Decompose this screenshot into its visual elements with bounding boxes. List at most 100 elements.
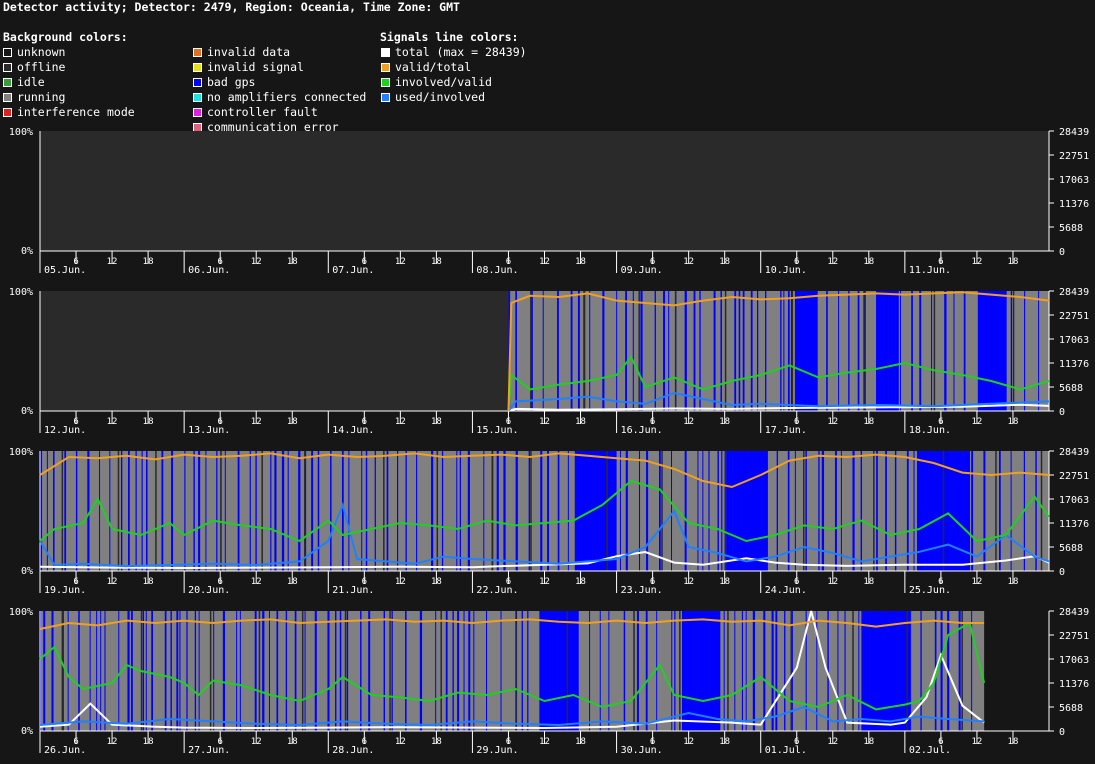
panel-1-hour-label-4-1: 12 [683, 417, 694, 427]
panel-3-badgps-stripe-7 [96, 611, 98, 731]
panel-2-badgps-dense-1-4844 [738, 451, 741, 571]
panel-2-badgps-stripe-8 [120, 451, 123, 571]
panel-3-hour-label-0-2: 18 [143, 737, 154, 747]
panel-3-badgps-stripe-18 [176, 611, 179, 731]
panel-2-badgps-stripe-86 [834, 451, 837, 571]
panel-3-badgps-dense-2-5794 [875, 611, 878, 731]
panel-2-badgps-dense-2-6342 [954, 451, 957, 571]
legend-bg-2-swatch [3, 78, 12, 87]
panel-1-badgps-dense-2-6620 [994, 291, 997, 411]
panel-3-badgps-dense-0-3532 [549, 611, 552, 731]
panel-2-badgps-dense-2-6150 [926, 451, 929, 571]
panel-3-hour-label-2-2: 18 [431, 737, 442, 747]
panel-0-day-label-5: 10.Jun. [765, 265, 807, 276]
panel-3-badgps-stripe-19 [179, 611, 181, 731]
panel-2-badgps-stripe-84 [818, 451, 820, 571]
panel-2-hour-label-1-1: 12 [251, 577, 262, 587]
panel-2-badgps-dense-1-4760 [726, 451, 729, 571]
panel-3-badgps-dense-1-4586 [701, 611, 704, 731]
panel-2-badgps-stripe-11 [141, 451, 143, 571]
panel-1-badgps-stripe-4 [557, 291, 559, 411]
legend-signal-0-label: total (max = 28439) [395, 45, 527, 59]
panel-1-badgps-stripe-38 [848, 291, 850, 411]
panel-2-badgps-dense-2-6210 [935, 451, 938, 571]
panel-3-badgps-dense-2-6022 [908, 611, 911, 731]
panel-3-ylabel-right-5: 0 [1059, 727, 1065, 738]
panel-1-badgps-stripe-49 [963, 291, 966, 411]
panel-2-badgps-stripe-65 [638, 451, 641, 571]
panel-3-badgps-stripe-26 [239, 611, 241, 731]
panel-3-badgps-dense-1-4658 [711, 611, 714, 731]
panel-1-badgps-stripe-24 [738, 291, 741, 411]
panel-3-badgps-stripe-85 [816, 611, 818, 731]
panel-1-badgps-dense-1-5932 [895, 291, 898, 411]
panel-2-offline-tick-6627 [995, 451, 997, 571]
panel-3-badgps-dense-0-3604 [559, 611, 562, 731]
panel-3-badgps-stripe-79 [763, 611, 766, 731]
panel-2-offline-tick-6263 [942, 451, 945, 571]
panel-1-hour-label-1-1: 12 [251, 417, 262, 427]
panel-3-badgps-stripe-84 [805, 611, 807, 731]
panel-2-badgps-dense-0-3974 [612, 451, 615, 571]
panel-1-badgps-dense-1-5896 [889, 291, 892, 411]
panel-1-badgps-stripe-27 [756, 291, 759, 411]
panel-2-badgps-stripe-53 [528, 451, 531, 571]
panel-1-hour-label-4-2: 18 [719, 417, 730, 427]
panel-2-offline-tick-4749 [724, 451, 727, 571]
panel-0-offline-band [40, 131, 1049, 251]
panel-2-offline-tick-3928 [606, 451, 608, 571]
panel-3-offline-tick-5635 [852, 611, 854, 731]
panel-2-badgps-stripe-64 [625, 451, 628, 571]
panel-3-badgps-stripe-9 [104, 611, 106, 731]
panel-1-badgps-stripe-29 [780, 291, 782, 411]
panel-0-hour-label-0-2: 18 [143, 257, 154, 267]
panel-1-badgps-dense-0-5285 [801, 291, 804, 411]
panel-1-badgps-stripe-32 [790, 291, 792, 411]
panel-1-badgps-dense-0-5357 [812, 291, 815, 411]
panel-3-badgps-stripe-63 [608, 611, 610, 731]
panel-3-badgps-stripe-37 [339, 611, 342, 731]
panel-1-badgps-stripe-3 [542, 291, 544, 411]
panel-2-badgps-stripe-28 [287, 451, 289, 571]
panel-2-offline-tick-799 [155, 451, 157, 571]
panel-2-badgps-dense-0-3794 [586, 451, 589, 571]
panel-1-badgps-dense-2-6572 [987, 291, 990, 411]
panel-2-badgps-dense-2-6114 [921, 451, 924, 571]
panel-2-badgps-stripe-45 [456, 451, 458, 571]
panel-3-badgps-dense-2-5830 [880, 611, 883, 731]
panel-2-badgps-stripe-83 [805, 451, 807, 571]
panel-1-hour-label-0-1: 12 [107, 417, 118, 427]
panel-2-badgps-stripe-23 [249, 451, 251, 571]
panel-1-badgps-dense-2-6644 [997, 291, 1000, 411]
panel-3-badgps-dense-1-4670 [713, 611, 716, 731]
panel-2-badgps-stripe-57 [567, 451, 569, 571]
panel-3-badgps-dense-1-4466 [683, 611, 686, 731]
panel-3-badgps-stripe-22 [198, 611, 200, 731]
panel-3-badgps-dense-0-3688 [571, 611, 574, 731]
panel-3-badgps-dense-2-5854 [883, 611, 886, 731]
panel-2-badgps-stripe-5 [87, 451, 90, 571]
legend-bg-4-swatch [3, 108, 12, 117]
panel-0-day-label-6: 11.Jun. [909, 265, 951, 276]
panel-1-badgps-dense-2-6560 [985, 291, 988, 411]
panel-1-day-label-1: 13.Jun. [188, 425, 230, 436]
panel-2-badgps-dense-1-4988 [758, 451, 761, 571]
panel-1-badgps-stripe-15 [663, 291, 666, 411]
panel-1-day-label-6: 18.Jun. [909, 425, 951, 436]
panel-3-badgps-stripe-3 [62, 611, 64, 731]
panel-1-day-label-2: 14.Jun. [332, 425, 374, 436]
panel-3-badgps-stripe-101 [971, 611, 973, 731]
panel-3-badgps-stripe-33 [304, 611, 306, 731]
panel-2-badgps-stripe-50 [496, 451, 499, 571]
panel-2-badgps-dense-2-6174 [929, 451, 932, 571]
panel-3-day-label-0: 26.Jun. [44, 745, 86, 756]
panel-3-badgps-stripe-47 [452, 611, 454, 731]
panel-3-badgps-stripe-55 [521, 611, 523, 731]
panel-3-badgps-stripe-29 [268, 611, 270, 731]
panel-2-series-used-involved [39, 501, 1050, 568]
panel-3-hour-label-5-0: 6 [794, 737, 799, 747]
panel-0-ylabel-right-1: 22751 [1059, 151, 1089, 162]
panel-3-series-total [39, 610, 985, 730]
panel-1-ylabel-left-bottom: 0% [21, 406, 33, 417]
panel-2-offline-tick-1536 [261, 451, 263, 571]
